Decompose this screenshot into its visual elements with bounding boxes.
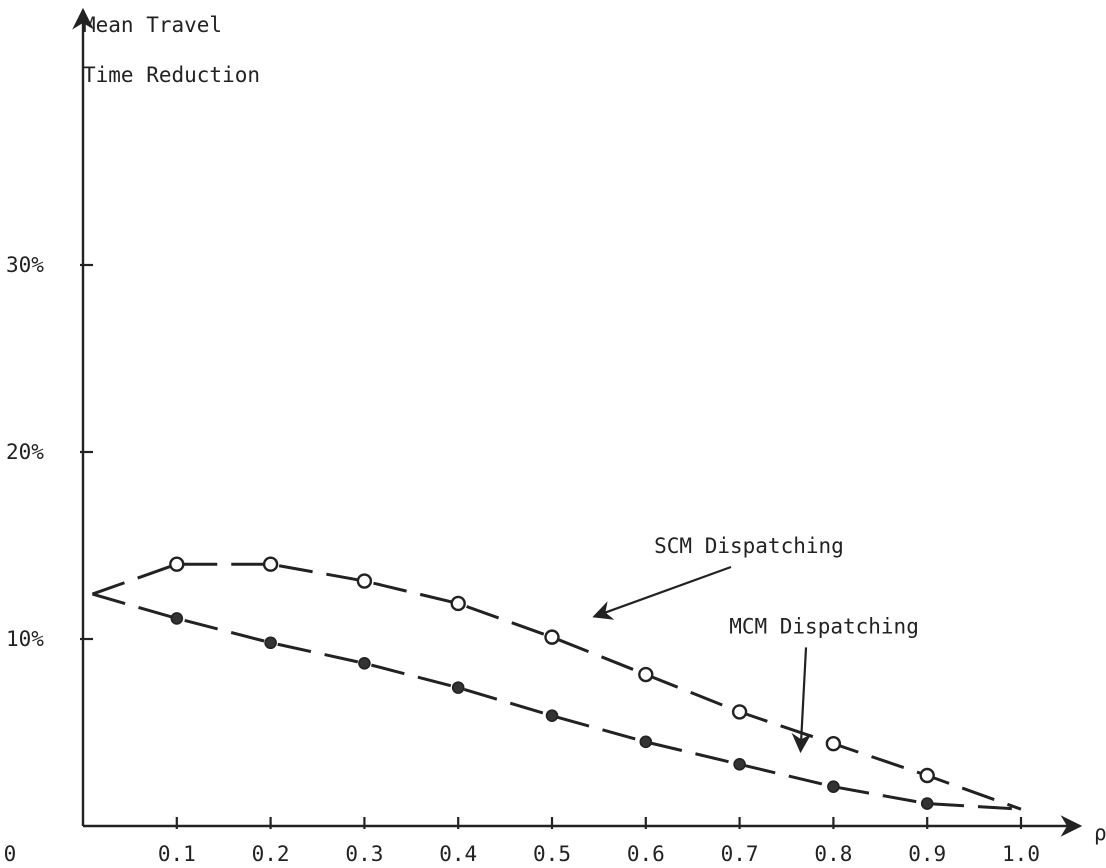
x-tick-label: 0.6 — [627, 842, 665, 866]
mcm-dispatching-point — [170, 612, 184, 625]
x-tick-label: 0.3 — [345, 842, 383, 866]
scm-dispatching-point — [825, 736, 842, 752]
axes — [72, 7, 1083, 837]
mcm-dispatching-point — [733, 757, 746, 771]
x-tick-label: 0.1 — [158, 842, 196, 866]
mcm-dispatching-point — [545, 709, 559, 722]
mcm-dispatching-point — [451, 681, 465, 694]
mcm-dispatching-point — [639, 735, 653, 749]
scm-dispatching-point — [169, 556, 185, 572]
scm-dispatching-arrow — [592, 565, 732, 620]
scm-dispatching-point — [356, 573, 373, 589]
x-tick-label: 1.0 — [1002, 842, 1040, 866]
scm-dispatching-point — [450, 595, 466, 612]
x-tick-label: 0.5 — [533, 842, 571, 866]
scm-dispatching-point — [638, 666, 654, 683]
mcm-dispatching-line — [91, 592, 1022, 811]
x-tick-label: 0.8 — [814, 842, 852, 866]
mcm-dispatching-point — [358, 657, 371, 670]
y-tick-label: 10% — [6, 627, 44, 651]
mcm-dispatching-arrow — [791, 647, 812, 754]
y-tick-label: 30% — [6, 253, 44, 277]
y-tick-label: 20% — [6, 440, 44, 464]
x-tick-label: 0.7 — [721, 842, 759, 866]
scm-dispatching-label: SCM Dispatching — [654, 534, 844, 558]
y-axis-label-line2: Time Reduction — [83, 63, 260, 87]
mcm-dispatching-point — [264, 636, 277, 650]
x-tick-label: 0.2 — [252, 842, 290, 866]
scm-dispatching-line — [91, 562, 1022, 811]
scm-dispatching-point — [544, 629, 560, 645]
y-axis-label-line1: Mean Travel — [83, 13, 222, 37]
x-axis-label: ρ — [1094, 821, 1106, 845]
scm-dispatching-point — [731, 704, 748, 720]
scm-dispatching-point — [262, 556, 279, 572]
x-tick-label: 0.9 — [908, 842, 946, 866]
mcm-dispatching-point — [827, 780, 840, 794]
mcm-dispatching-point — [920, 797, 934, 810]
mcm-dispatching-label: MCM Dispatching — [729, 614, 919, 638]
x-tick-label: 0 — [4, 842, 17, 866]
scm-dispatching-point — [919, 767, 935, 784]
series — [91, 556, 1022, 811]
x-tick-label: 0.4 — [439, 842, 477, 866]
ticks: 0 0.1 0.2 0.3 0.4 0.5 0.6 0.7 0.8 0.9 1.0 10% 20% 30% — [4, 253, 1040, 866]
annotations: SCM Dispatching MCM Dispatching — [592, 534, 919, 754]
